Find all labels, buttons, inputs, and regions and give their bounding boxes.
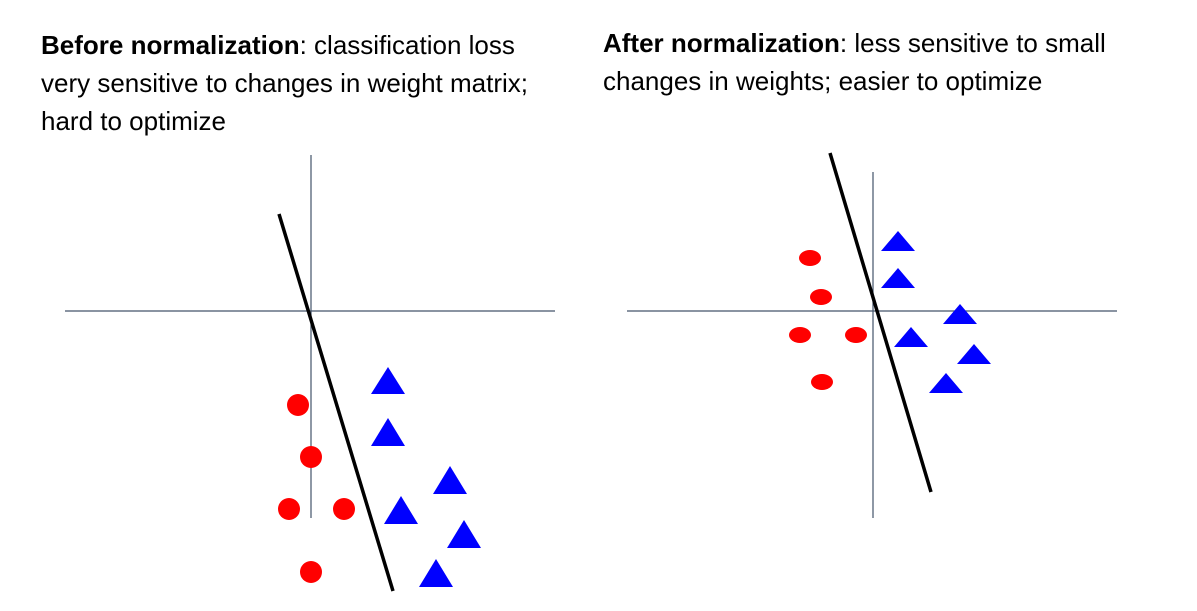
blue-triangle bbox=[384, 496, 418, 524]
after-blue-points bbox=[881, 231, 991, 393]
before-normalization-plot bbox=[65, 155, 555, 592]
before-decision-boundary bbox=[277, 213, 395, 592]
red-circle bbox=[278, 498, 300, 520]
red-circle bbox=[799, 250, 821, 266]
after-normalization-plot bbox=[627, 152, 1117, 518]
before-red-points bbox=[278, 394, 355, 583]
red-circle bbox=[789, 327, 811, 343]
after-decision-boundary bbox=[828, 152, 933, 493]
blue-triangle bbox=[929, 373, 963, 393]
after-normalization-text: : less sensitive to small changes in wei… bbox=[603, 28, 1106, 96]
red-circle bbox=[300, 561, 322, 583]
red-circle bbox=[333, 498, 355, 520]
blue-triangle bbox=[419, 559, 453, 587]
blue-triangle bbox=[447, 520, 481, 548]
before-normalization-heading: Before normalization bbox=[41, 30, 300, 60]
blue-triangle bbox=[943, 304, 977, 324]
before-normalization-caption: Before normalization: classification los… bbox=[41, 26, 561, 140]
blue-triangle bbox=[371, 418, 405, 446]
red-circle bbox=[811, 374, 833, 390]
red-circle bbox=[845, 327, 867, 343]
red-circle bbox=[810, 289, 832, 305]
before-blue-points bbox=[371, 367, 481, 587]
red-circle bbox=[300, 446, 322, 468]
before-normalization-text: : classification loss very sensitive to … bbox=[41, 30, 528, 136]
after-normalization-heading: After normalization bbox=[603, 28, 840, 58]
blue-triangle bbox=[433, 466, 467, 494]
blue-triangle bbox=[894, 327, 928, 347]
blue-triangle bbox=[371, 367, 405, 394]
after-normalization-caption: After normalization: less sensitive to s… bbox=[603, 24, 1143, 100]
blue-triangle bbox=[881, 231, 915, 251]
red-circle bbox=[287, 394, 309, 416]
after-red-points bbox=[789, 250, 867, 390]
blue-triangle bbox=[957, 344, 991, 364]
blue-triangle bbox=[881, 268, 915, 288]
